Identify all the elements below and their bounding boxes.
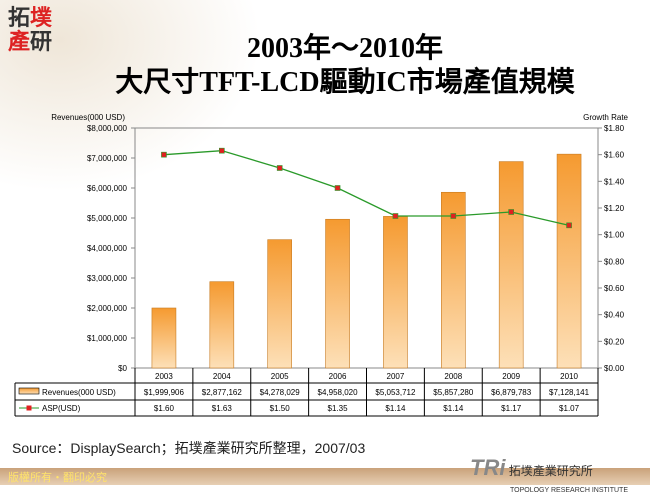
y-axis-label-right: Growth Rate <box>583 113 628 122</box>
legend-asp: ASP(USD) <box>42 404 81 413</box>
y-tick-right: $1.00 <box>604 231 625 240</box>
x-tick-label: 2009 <box>502 372 520 381</box>
revenue-label: $5,053,712 <box>375 388 416 397</box>
asp-label: $1.63 <box>212 404 233 413</box>
x-tick-label: 2010 <box>560 372 578 381</box>
y-tick-right: $0.00 <box>604 364 625 373</box>
bar <box>209 281 235 369</box>
y-tick-right: $1.80 <box>604 124 625 133</box>
asp-line <box>163 150 570 226</box>
title-line2: 大尺寸TFT-LCD驅動IC市場產值規模 <box>115 67 575 98</box>
asp-marker <box>392 213 399 219</box>
x-tick-label: 2003 <box>155 372 173 381</box>
asp-label: $1.50 <box>270 404 291 413</box>
y-tick-left: $0 <box>118 364 127 373</box>
legend-revenue-swatch <box>18 387 40 395</box>
asp-marker <box>508 209 514 215</box>
asp-marker <box>276 165 283 171</box>
x-tick-label: 2005 <box>271 372 289 381</box>
bar <box>441 191 466 369</box>
x-tick-label: 2008 <box>444 372 462 381</box>
y-tick-left: $5,000,000 <box>87 214 128 223</box>
asp-marker <box>334 185 341 191</box>
y-tick-right: $0.40 <box>604 311 625 320</box>
revenue-label: $5,857,280 <box>433 388 474 397</box>
asp-marker <box>161 151 167 158</box>
bar <box>383 216 408 369</box>
copyright: 版權所有・翻印必究 <box>8 472 107 484</box>
x-tick-label: 2004 <box>213 372 231 381</box>
x-tick-label: 2006 <box>329 372 347 381</box>
y-tick-left: $2,000,000 <box>87 304 128 313</box>
asp-label: $1.17 <box>501 404 522 413</box>
y-tick-right: $0.20 <box>604 337 625 346</box>
plot-area <box>134 127 599 369</box>
asp-marker <box>219 147 225 154</box>
y-tick-right: $0.60 <box>604 284 625 293</box>
legend-revenue: Revenues(000 USD) <box>42 388 116 397</box>
y-tick-left: $4,000,000 <box>87 244 128 253</box>
y-tick-right: $0.80 <box>604 257 625 266</box>
brand-logo: TRi 拓墣產業研究所 TOPOLOGY RESEARCH INSTITUTE <box>470 455 628 494</box>
revenue-label: $4,958,020 <box>318 388 359 397</box>
y-tick-left: $1,000,000 <box>87 334 128 343</box>
asp-label: $1.35 <box>328 404 349 413</box>
revenue-label: $2,877,162 <box>202 388 243 397</box>
y-tick-right: $1.40 <box>604 177 625 186</box>
y-tick-left: $3,000,000 <box>87 274 128 283</box>
revenue-label: $6,879,783 <box>491 388 532 397</box>
asp-marker <box>450 213 457 219</box>
asp-label: $1.07 <box>559 404 580 413</box>
y-tick-left: $6,000,000 <box>87 184 128 193</box>
bar <box>151 307 177 369</box>
asp-label: $1.60 <box>154 404 175 413</box>
revenue-label: $7,128,141 <box>549 388 590 397</box>
revenue-label: $1,999,906 <box>144 388 185 397</box>
title-line1: 2003年～2010年 <box>246 33 443 64</box>
revenue-label: $4,278,029 <box>260 388 301 397</box>
footer-bar: 版權所有・翻印必究 <box>0 468 650 485</box>
chart: $0 $1,000,000 $2,000,000 $3,000,000 $4,000,0… <box>14 113 629 417</box>
bar <box>267 239 292 369</box>
y-tick-right: $1.60 <box>604 151 625 160</box>
bar <box>498 161 524 369</box>
y-tick-left: $7,000,000 <box>87 154 128 163</box>
bar <box>556 153 582 369</box>
legend-asp-marker <box>26 405 32 411</box>
logo: 拓墣 產研 <box>8 5 53 55</box>
bar <box>325 218 350 369</box>
asp-label: $1.14 <box>443 404 464 413</box>
y-tick-right: $1.20 <box>604 204 625 213</box>
x-tick-label: 2007 <box>387 372 405 381</box>
y-tick-left: $8,000,000 <box>87 124 128 133</box>
source-note: Source：DisplaySearch；拓墣產業研究所整理，2007/03 <box>12 440 366 456</box>
asp-label: $1.14 <box>385 404 406 413</box>
background <box>0 0 650 485</box>
asp-marker <box>566 222 572 229</box>
y-axis-label-left: Revenues(000 USD) <box>51 113 125 122</box>
